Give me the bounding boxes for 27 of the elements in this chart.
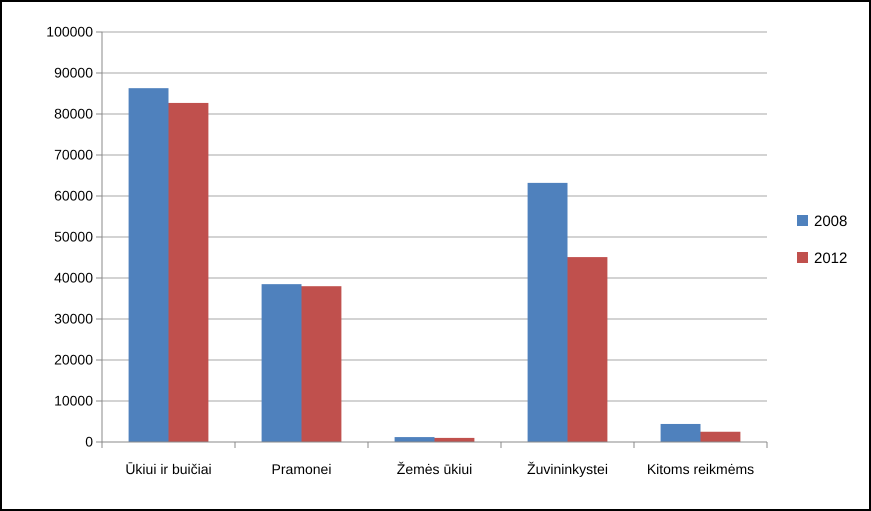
y-tick-label: 70000 (54, 146, 94, 162)
y-tick-label: 50000 (54, 228, 94, 244)
y-tick-label: 60000 (54, 187, 94, 204)
y-tick-label: 80000 (54, 105, 94, 122)
bar (262, 284, 302, 442)
x-tick-label: Pramonei (272, 461, 332, 477)
y-tick-label: 100000 (46, 23, 94, 40)
y-tick-label: 40000 (54, 269, 94, 286)
bar (128, 88, 168, 442)
bar (528, 182, 568, 442)
x-tick-label: Žuvininkystei (527, 461, 608, 477)
bar (302, 286, 342, 442)
bar (394, 437, 434, 442)
legend-label: 2008 (814, 213, 848, 230)
legend-label: 2012 (814, 250, 848, 267)
x-tick-label: Kitoms reikmėms (646, 461, 754, 477)
y-tick-label: 90000 (54, 64, 94, 80)
y-tick-label: 30000 (54, 310, 94, 326)
y-tick-label: 10000 (54, 392, 94, 408)
bar (700, 432, 740, 442)
bar (660, 424, 700, 442)
x-tick-label: Ūkiui ir buičiai (125, 461, 212, 477)
x-tick-label: Žemės ūkiui (396, 461, 472, 477)
y-tick-label: 0 (85, 433, 94, 450)
y-tick-label: 20000 (54, 351, 94, 368)
bar (568, 257, 608, 442)
bar (168, 102, 208, 442)
